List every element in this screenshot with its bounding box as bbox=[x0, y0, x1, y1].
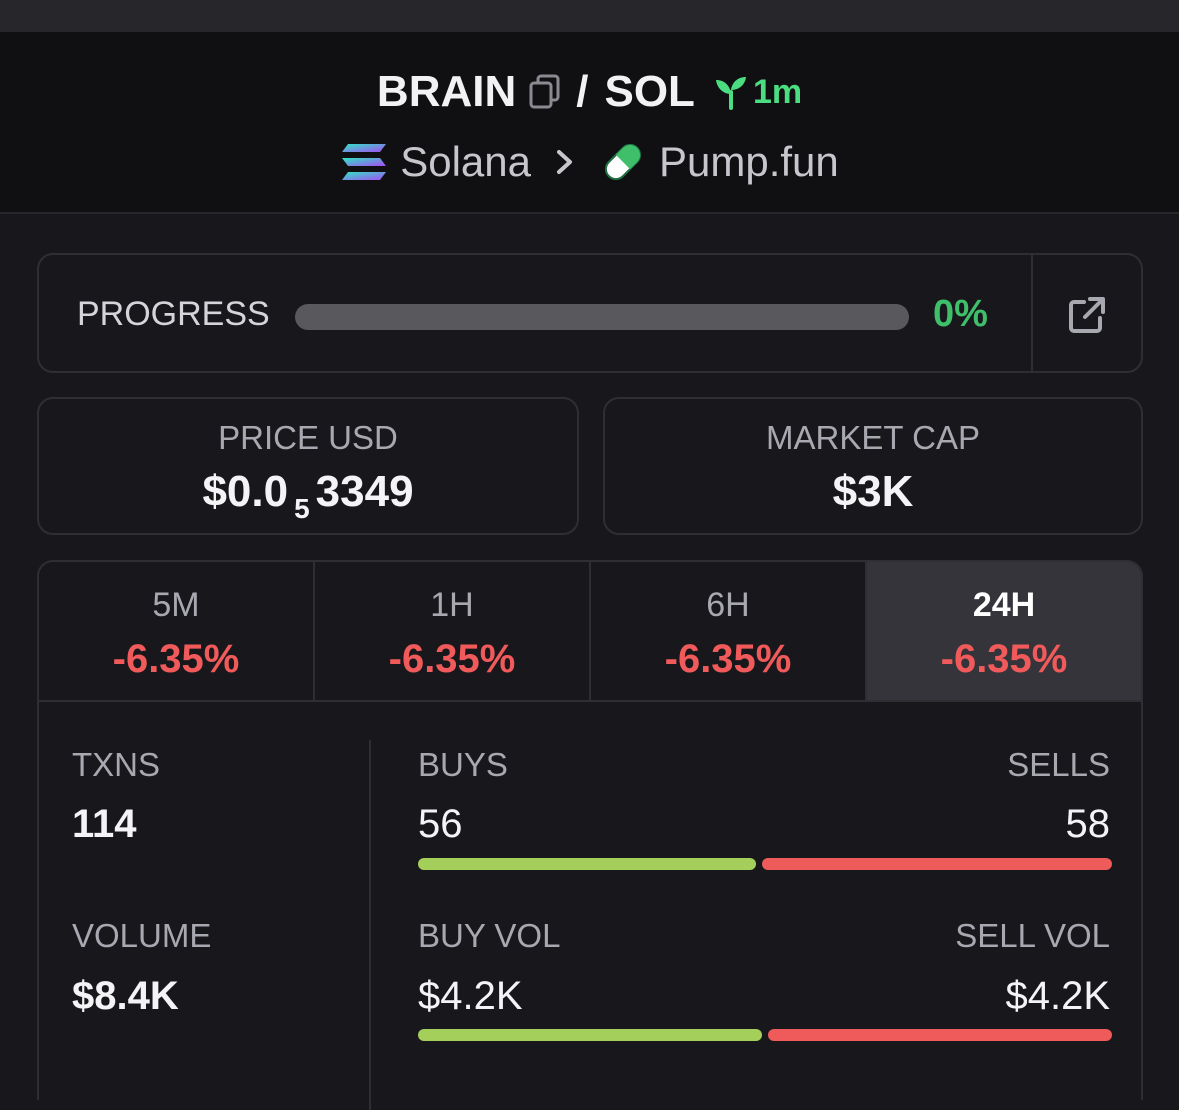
tab-label: 24H bbox=[972, 586, 1036, 624]
pair-age: 1m bbox=[713, 73, 802, 112]
tab-change: -6.35% bbox=[388, 637, 516, 681]
volume-label: VOLUME bbox=[72, 917, 212, 954]
price-usd-value: $0.0 5 3349 bbox=[39, 467, 577, 524]
quote-symbol: SOL bbox=[604, 67, 695, 116]
sprout-icon bbox=[715, 77, 746, 110]
age-label: 1m bbox=[752, 72, 803, 111]
buys-value: 56 bbox=[418, 802, 463, 846]
timeframe-tabs: 5M -6.35% 1H -6.35% 6H -6.35% 24H -6.35% bbox=[37, 560, 1143, 702]
market-cap-label: MARKET CAP bbox=[766, 419, 980, 456]
price-prefix: $0.0 bbox=[202, 467, 289, 516]
buy-vol-value: $4.2K bbox=[418, 974, 523, 1018]
tab-1h[interactable]: 1H -6.35% bbox=[315, 562, 591, 702]
token-symbol: BRAIN bbox=[376, 67, 517, 116]
stats-divider bbox=[369, 740, 371, 1110]
sells-value: 58 bbox=[1065, 802, 1111, 846]
volume-value: $8.4K bbox=[72, 974, 179, 1018]
sells-bar bbox=[762, 858, 1112, 870]
market-cap-value: $3K bbox=[832, 467, 914, 516]
pair-header: BRAIN / SOL 1m bbox=[0, 32, 1179, 214]
sell-vol-value: $4.2K bbox=[1005, 974, 1110, 1018]
top-strip bbox=[0, 0, 1179, 32]
tab-24h[interactable]: 24H -6.35% bbox=[867, 562, 1141, 702]
sells-label: SELLS bbox=[1007, 746, 1110, 783]
progress-percent: 0% bbox=[933, 293, 988, 335]
price-usd-card: PRICE USD $0.0 5 3349 bbox=[37, 397, 579, 535]
buy-vol-bar bbox=[418, 1029, 762, 1041]
pair-title: BRAIN / SOL 1m bbox=[0, 64, 1179, 120]
chain-breadcrumb: Solana Pump.fun bbox=[0, 132, 1179, 192]
progress-bar bbox=[295, 304, 909, 330]
chain-name[interactable]: Solana bbox=[400, 138, 531, 185]
buys-bar bbox=[418, 858, 756, 870]
chevron-right-icon bbox=[555, 147, 575, 177]
dex-name[interactable]: Pump.fun bbox=[659, 138, 839, 185]
tab-5m[interactable]: 5M -6.35% bbox=[39, 562, 315, 702]
market-cap-card: MARKET CAP $3K bbox=[603, 397, 1143, 535]
txns-value: 114 bbox=[72, 802, 137, 846]
tab-label: 1H bbox=[430, 586, 474, 624]
buy-vol-label: BUY VOL bbox=[418, 917, 561, 954]
price-usd-label: PRICE USD bbox=[218, 419, 398, 456]
price-zero-count: 5 bbox=[294, 493, 310, 524]
progress-panel: PROGRESS 0% bbox=[37, 253, 1143, 373]
tab-change: -6.35% bbox=[664, 637, 792, 681]
sell-vol-bar bbox=[768, 1029, 1112, 1041]
tab-change: -6.35% bbox=[112, 637, 240, 681]
buys-label: BUYS bbox=[418, 746, 508, 783]
solana-icon bbox=[340, 142, 388, 182]
pair-separator: / bbox=[576, 67, 589, 116]
price-suffix: 3349 bbox=[315, 467, 414, 516]
progress-divider bbox=[1031, 255, 1033, 371]
tab-label: 5M bbox=[152, 586, 200, 624]
stats-panel: TXNS 114 VOLUME $8.4K BUYS SELLS 56 58 B… bbox=[37, 700, 1143, 1110]
tab-change: -6.35% bbox=[940, 637, 1068, 681]
sell-vol-label: SELL VOL bbox=[955, 917, 1110, 954]
progress-label: PROGRESS bbox=[77, 295, 270, 333]
copy-icon[interactable] bbox=[528, 74, 562, 110]
tab-label: 6H bbox=[706, 586, 750, 624]
external-link-icon[interactable] bbox=[1067, 295, 1107, 335]
tab-6h[interactable]: 6H -6.35% bbox=[591, 562, 867, 702]
txns-label: TXNS bbox=[72, 746, 161, 783]
pill-icon bbox=[599, 140, 647, 184]
